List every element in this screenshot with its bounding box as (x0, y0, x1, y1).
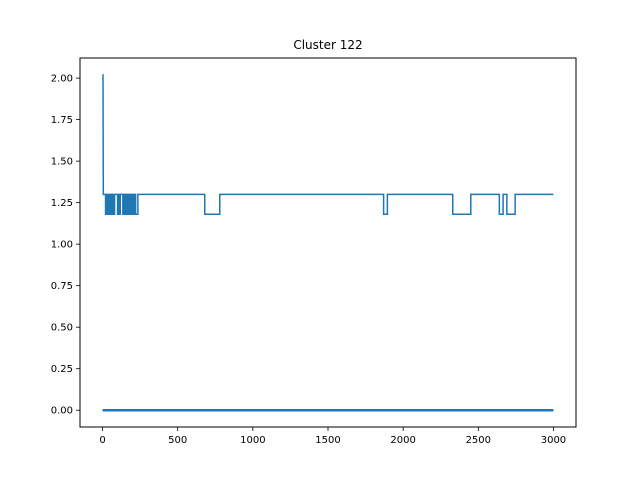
x-tick-label: 1000 (240, 435, 265, 446)
y-tick-label: 0.75 (51, 281, 73, 292)
y-tick-label: 1.00 (51, 240, 73, 251)
x-axis: 0 500 1000 1500 2000 2500 3000 (99, 427, 566, 446)
y-tick-label: 1.50 (51, 157, 73, 168)
y-tick-label: 0.25 (51, 364, 73, 375)
y-tick-label: 1.75 (51, 115, 73, 126)
plot-area (102, 74, 554, 412)
y-tick-label: 0.00 (51, 406, 73, 417)
y-tick-label: 1.25 (51, 198, 73, 209)
x-tick-label: 0 (99, 435, 105, 446)
x-tick-label: 3000 (541, 435, 566, 446)
y-tick-label: 0.50 (51, 323, 73, 334)
x-tick-label: 1500 (315, 435, 340, 446)
x-tick-label: 2000 (390, 435, 415, 446)
y-axis: 0.00 0.25 0.50 0.75 1.00 1.25 1.50 1.75 2.00 (51, 74, 80, 417)
y-tick-label: 2.00 (51, 74, 73, 85)
chart-title: Cluster 122 (293, 38, 362, 52)
x-tick-label: 500 (168, 435, 187, 446)
x-tick-label: 2500 (466, 435, 491, 446)
series-line-1 (102, 74, 554, 216)
plot-frame (79, 57, 577, 428)
